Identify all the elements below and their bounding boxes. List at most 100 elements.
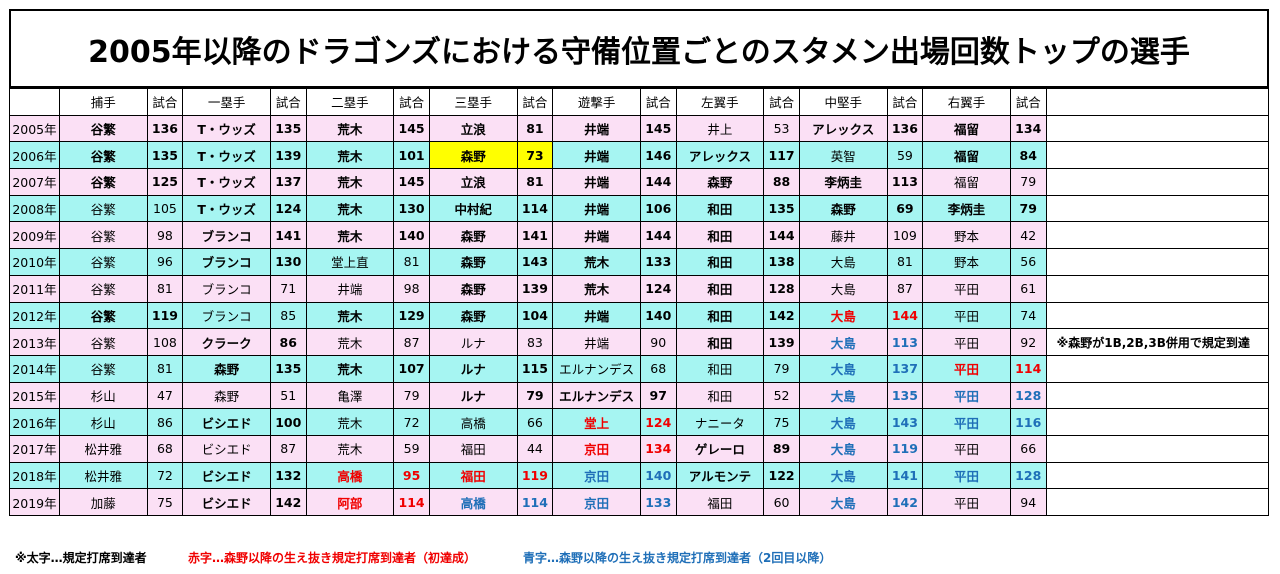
stats-table: 捕手 試合 一塁手 試合 二塁手 試合 三塁手 試合 遊撃手 試合 左翼手 試合 中堅手 試合 右翼手 試合 2… [9, 88, 1270, 516]
table-cell: 141 [516, 221, 554, 250]
table-cell: 113 [886, 168, 924, 196]
table-cell: 139 [516, 274, 554, 303]
table-cell: 114 [393, 488, 430, 516]
table-cell: 106 [639, 194, 677, 223]
table-row: 2008年 谷繁 105 T・ウッズ 124 荒木 130 中村紀 114 井端 106 和田 135 森… [9, 194, 1270, 223]
table-cell: 亀澤 [305, 381, 395, 410]
table-cell: 136 [146, 114, 184, 143]
table-cell: 79 [763, 354, 800, 383]
table-cell: 平田 [922, 274, 1011, 303]
table-cell [1045, 434, 1270, 463]
table-cell: 81 [886, 248, 924, 276]
table-cell: 杉山 [58, 408, 148, 436]
table-cell: 和田 [675, 274, 765, 303]
table-cell: 130 [269, 248, 307, 276]
table-cell: 129 [393, 301, 430, 330]
table-cell: 和田 [675, 301, 765, 330]
year-cell: 2010年 [9, 248, 60, 276]
table-cell: 野本 [922, 248, 1011, 276]
table-cell: 堂上 [552, 408, 641, 436]
table-cell: 谷繁 [58, 194, 148, 223]
table-cell: 大島 [798, 248, 888, 276]
table-cell: 133 [639, 488, 677, 516]
table-cell: 藤井 [798, 221, 888, 250]
table-cell: 荒木 [552, 248, 641, 276]
table-cell: 平田 [922, 461, 1011, 490]
header-cell: 二塁手 [305, 88, 395, 116]
table-cell: 88 [763, 168, 800, 196]
year-cell: 2011年 [9, 274, 60, 303]
table-cell: 谷繁 [58, 141, 148, 170]
table-cell: ブランコ [182, 301, 271, 330]
table-cell: 谷繁 [58, 248, 148, 276]
table-cell: 66 [516, 408, 554, 436]
header-cell: 試合 [269, 88, 307, 116]
table-cell: 81 [146, 274, 184, 303]
table-cell: 135 [886, 381, 924, 410]
table-cell: 井端 [552, 301, 641, 330]
table-cell: 平田 [922, 434, 1011, 463]
table-cell: 87 [393, 328, 430, 356]
table-cell: 荒木 [305, 114, 395, 143]
table-cell: 福田 [428, 434, 518, 463]
year-cell: 2015年 [9, 381, 60, 410]
table-cell: T・ウッズ [182, 194, 271, 223]
table-cell: 森野 [428, 274, 518, 303]
table-cell: 福留 [922, 168, 1011, 196]
table-cell: 森野 [428, 248, 518, 276]
table-cell: 72 [393, 408, 430, 436]
table-cell: 谷繁 [58, 274, 148, 303]
table-cell: 79 [393, 381, 430, 410]
table-cell: 森野 [182, 381, 271, 410]
table-cell: 中村紀 [428, 194, 518, 223]
table-cell: 谷繁 [58, 114, 148, 143]
table-cell [1045, 114, 1270, 143]
table-cell: 72 [146, 461, 184, 490]
year-cell: 2009年 [9, 221, 60, 250]
table-cell: 104 [516, 301, 554, 330]
table-cell: クラーク [182, 328, 271, 356]
table-cell: 142 [763, 301, 800, 330]
header-cell: 左翼手 [675, 88, 765, 116]
table-cell: 井端 [552, 221, 641, 250]
table-cell: 森野 [182, 354, 271, 383]
table-cell: 森野 [798, 194, 888, 223]
table-cell: 133 [639, 248, 677, 276]
table-cell: 平田 [922, 328, 1011, 356]
table-cell: 81 [393, 248, 430, 276]
table-cell: T・ウッズ [182, 168, 271, 196]
table-cell: 森野 [428, 301, 518, 330]
table-cell: 75 [146, 488, 184, 516]
table-cell: 高橋 [428, 408, 518, 436]
table-cell: 井端 [305, 274, 395, 303]
table-cell: 144 [639, 168, 677, 196]
table-cell: 114 [516, 488, 554, 516]
table-cell: 李炳圭 [798, 168, 888, 196]
table-cell: 124 [639, 408, 677, 436]
table-cell: 福田 [675, 488, 765, 516]
table-cell: 79 [1009, 194, 1047, 223]
table-cell: T・ウッズ [182, 114, 271, 143]
table-cell: ブランコ [182, 248, 271, 276]
table-cell: 平田 [922, 381, 1011, 410]
table-cell: ルナ [428, 328, 518, 356]
table-cell: 95 [393, 461, 430, 490]
table-cell: 140 [639, 461, 677, 490]
table-cell: 135 [146, 141, 184, 170]
table-cell: 47 [146, 381, 184, 410]
table-cell: 84 [1009, 141, 1047, 170]
table-cell: 平田 [922, 354, 1011, 383]
table-cell: 京田 [552, 461, 641, 490]
table-cell: 145 [393, 168, 430, 196]
table-cell: 英智 [798, 141, 888, 170]
table-cell: 85 [269, 301, 307, 330]
header-cell: 試合 [146, 88, 184, 116]
table-cell: 143 [886, 408, 924, 436]
table-cell: 75 [763, 408, 800, 436]
table-cell: 128 [1009, 381, 1047, 410]
table-cell: 高橋 [305, 461, 395, 490]
table-row: 2017年 松井雅 68 ビシエド 87 荒木 59 福田 44 京田 134 ゲレーロ 89 大島 119… [9, 434, 1270, 463]
table-cell: エルナンデス [552, 381, 641, 410]
table-cell: 141 [269, 221, 307, 250]
table-cell: 83 [516, 328, 554, 356]
